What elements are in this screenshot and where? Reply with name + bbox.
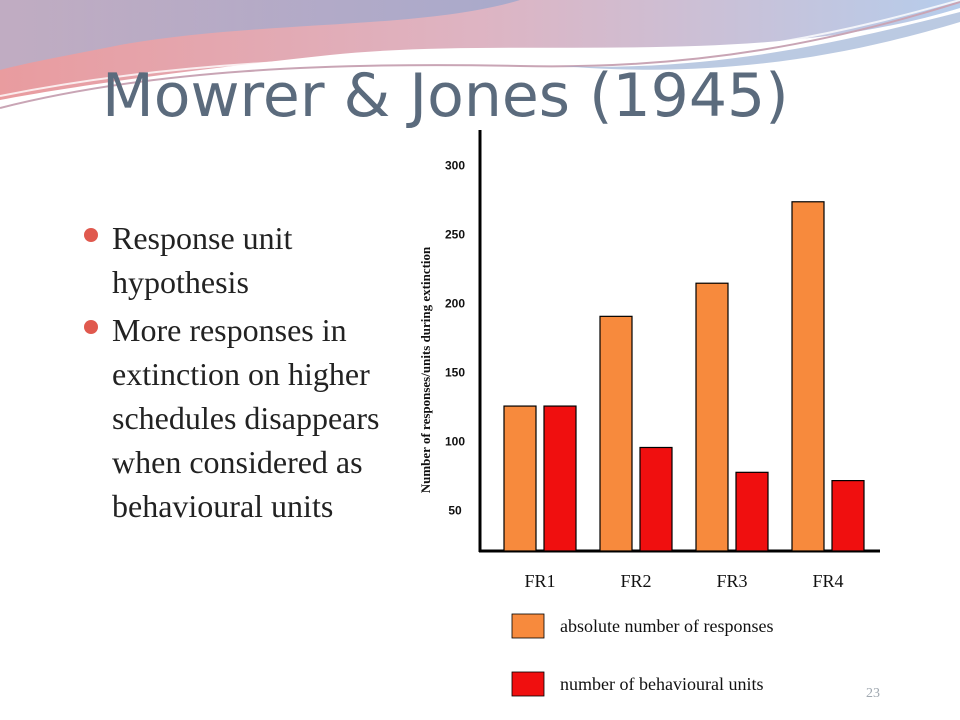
y-tick-label: 50 (448, 504, 462, 518)
bar-fr3-units (735, 471, 769, 552)
bar-fr3-responses (695, 282, 729, 552)
y-tick-label: 150 (445, 366, 465, 380)
y-tick-label: 250 (445, 228, 465, 242)
x-category-label: FR2 (620, 571, 651, 591)
bar-fr1-units (543, 405, 577, 552)
slide-title: Mowrer & Jones (1945) (102, 61, 789, 131)
y-axis-label: Number of responses/units during extinct… (418, 246, 433, 493)
header-swoosh-decoration (0, 0, 960, 109)
legend-swatch (511, 613, 545, 639)
bar-fr4-responses (791, 201, 825, 552)
chart-legend: absolute number of responses number of be… (511, 613, 773, 697)
bullet-item: Response unit hypothesis (84, 216, 394, 304)
legend-label: absolute number of responses (560, 616, 773, 636)
bar-fr1-responses (503, 405, 537, 552)
y-tick-label: 200 (445, 297, 465, 311)
x-category-label: FR3 (716, 571, 747, 591)
bar-fr4-units (831, 480, 865, 552)
chart-x-labels: FR1 FR2 FR3 FR4 (524, 571, 843, 591)
legend-swatch (511, 671, 545, 697)
chart-bars (503, 201, 865, 552)
bullet-dot-icon (84, 228, 98, 242)
y-tick-label: 100 (445, 435, 465, 449)
bullet-list: Response unit hypothesis More responses … (84, 216, 394, 532)
bullet-text: Response unit hypothesis (112, 220, 293, 300)
bullet-dot-icon (84, 320, 98, 334)
bar-fr2-responses (599, 315, 633, 552)
x-category-label: FR1 (524, 571, 555, 591)
page-number: 23 (866, 686, 880, 701)
bullet-item: More responses in extinction on higher s… (84, 308, 394, 528)
x-category-label: FR4 (812, 571, 843, 591)
legend-label: number of behavioural units (560, 674, 763, 694)
chart-y-ticks: 50 100 150 200 250 300 (445, 159, 465, 518)
bullet-text: More responses in extinction on higher s… (112, 312, 380, 524)
bar-fr2-units (639, 446, 673, 552)
y-tick-label: 300 (445, 159, 465, 173)
